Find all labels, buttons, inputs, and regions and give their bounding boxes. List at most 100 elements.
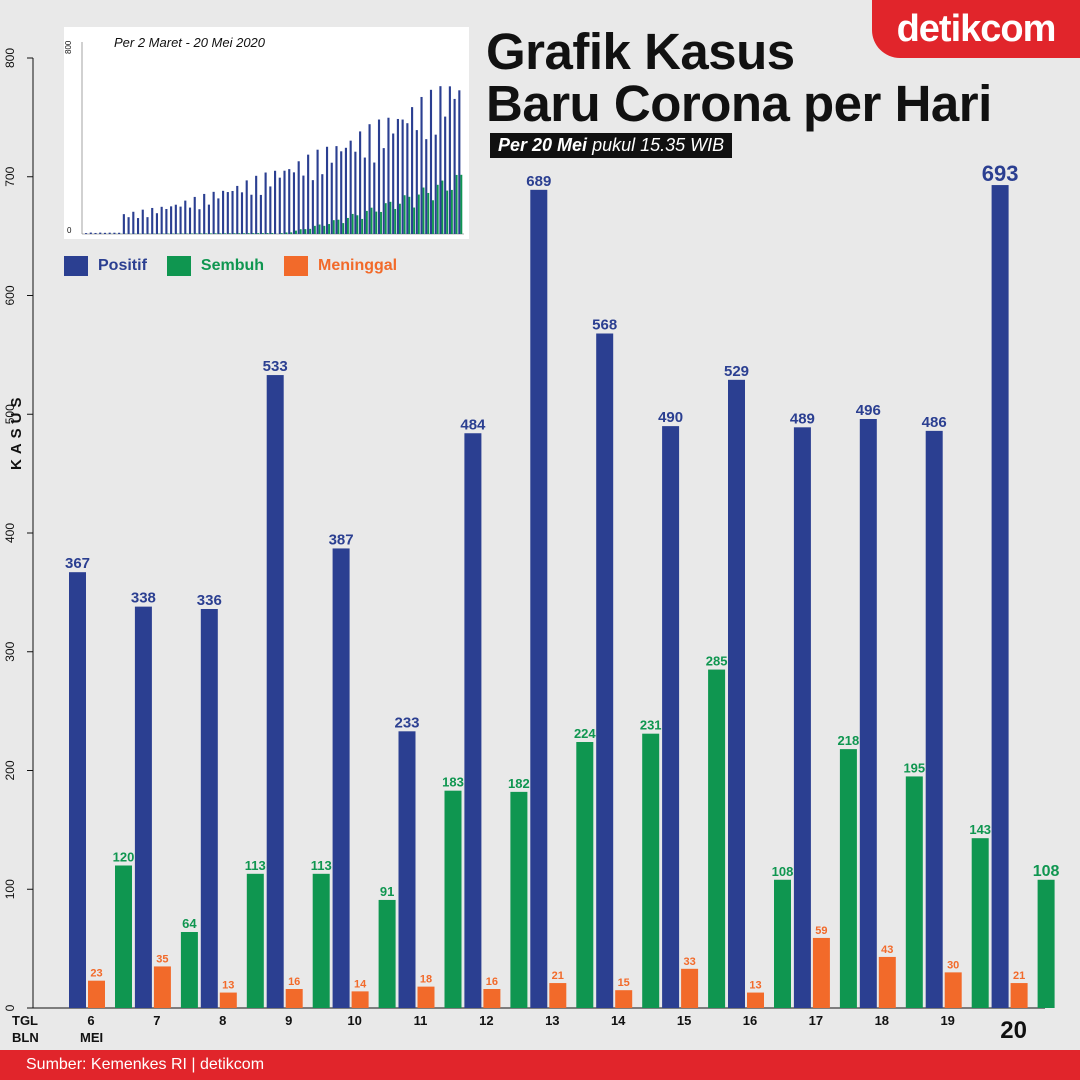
y-tick-label: 800 bbox=[3, 48, 17, 68]
inset-bar-sembuh bbox=[191, 233, 193, 234]
bar-sembuh bbox=[839, 749, 857, 1008]
bar-meninggal bbox=[219, 992, 237, 1008]
data-label-positif: 529 bbox=[724, 363, 749, 380]
x-tick-label: 20 bbox=[1000, 1017, 1027, 1044]
y-tick-label: 0 bbox=[3, 1004, 17, 1011]
inset-bar-positif bbox=[439, 86, 442, 234]
inset-bar-positif bbox=[292, 172, 296, 234]
data-label-meninggal: 16 bbox=[486, 976, 498, 988]
legend: Positif Sembuh Meninggal bbox=[64, 256, 397, 276]
inset-bar-positif bbox=[259, 194, 262, 234]
bar-sembuh bbox=[576, 742, 594, 1008]
bar-meninggal bbox=[549, 983, 567, 1008]
data-label-positif: 496 bbox=[856, 402, 881, 419]
bar-positif bbox=[793, 427, 811, 1008]
brand-logo: detikcom bbox=[872, 0, 1080, 58]
bar-positif bbox=[859, 419, 877, 1008]
inset-bar-positif bbox=[411, 107, 414, 234]
bar-sembuh bbox=[180, 932, 198, 1008]
legend-label-sembuh: Sembuh bbox=[200, 257, 265, 274]
bar-meninggal bbox=[747, 992, 764, 1008]
data-label-meninggal: 30 bbox=[947, 959, 959, 971]
inset-bar-positif bbox=[344, 147, 348, 234]
inset-caption: Per 2 Maret - 20 Mei 2020 bbox=[114, 35, 266, 50]
inset-bar-sembuh bbox=[460, 174, 463, 234]
title-line-1: Grafik Kasus bbox=[486, 23, 795, 80]
inset-bar-sembuh bbox=[351, 213, 354, 234]
inset-bar-positif bbox=[155, 213, 159, 234]
inset-bar-sembuh bbox=[318, 224, 321, 234]
data-label-sembuh: 218 bbox=[838, 733, 860, 748]
data-label-meninggal: 13 bbox=[749, 980, 761, 992]
inset-bar-sembuh bbox=[441, 180, 444, 234]
inset-bar-sembuh bbox=[361, 218, 364, 234]
legend-item-positif: Positif bbox=[64, 256, 147, 276]
inset-bar-sembuh bbox=[337, 219, 340, 234]
inset-bar-positif bbox=[377, 119, 381, 234]
inset-bar-positif bbox=[302, 175, 305, 234]
chart-subtitle: Per 20 Mei pukul 15.35 WIB bbox=[490, 133, 733, 158]
inset-bar-sembuh bbox=[200, 233, 203, 234]
data-label-meninggal: 33 bbox=[683, 956, 695, 968]
bar-positif bbox=[728, 379, 745, 1008]
inset-bar-positif bbox=[325, 146, 329, 234]
inset-bar-positif bbox=[368, 124, 371, 234]
inset-bar-sembuh bbox=[422, 187, 425, 234]
bar-sembuh bbox=[971, 838, 989, 1008]
bar-positif bbox=[464, 433, 482, 1008]
data-label-meninggal: 21 bbox=[552, 970, 564, 982]
inset-bar-sembuh bbox=[432, 200, 434, 234]
inset-bar-sembuh bbox=[408, 196, 411, 234]
inset-bar-positif bbox=[420, 96, 423, 234]
inset-bar-positif bbox=[297, 161, 300, 234]
inset-bar-sembuh bbox=[365, 210, 368, 234]
x-tick-label: 15 bbox=[677, 1013, 691, 1028]
y-tick-label: 400 bbox=[3, 523, 17, 543]
inset-bar-positif bbox=[316, 149, 319, 234]
inset-bar-sembuh bbox=[323, 225, 326, 234]
inset-bar-positif bbox=[274, 170, 277, 234]
bar-sembuh bbox=[115, 865, 132, 1008]
inset-bar-sembuh bbox=[261, 233, 264, 234]
x-tick-label: 19 bbox=[940, 1013, 954, 1028]
legend-swatch-meninggal bbox=[284, 256, 309, 276]
inset-bar-positif bbox=[425, 139, 428, 234]
inset-bar-positif bbox=[198, 209, 201, 234]
bar-meninggal bbox=[351, 991, 369, 1008]
data-label-positif: 484 bbox=[460, 416, 486, 433]
inset-bar-positif bbox=[373, 162, 376, 234]
inset-bar-positif bbox=[444, 116, 447, 234]
inset-bar-sembuh bbox=[332, 220, 335, 234]
inset-bar-positif bbox=[453, 98, 456, 235]
inset-bar-positif bbox=[118, 232, 121, 234]
data-label-meninggal: 43 bbox=[881, 944, 893, 956]
data-label-positif: 689 bbox=[526, 173, 551, 190]
inset-bar-sembuh bbox=[455, 174, 458, 234]
inset-bar-positif bbox=[415, 130, 418, 234]
inset-bar-positif bbox=[264, 172, 267, 234]
inset-bar-sembuh bbox=[436, 184, 439, 234]
data-label-positif: 336 bbox=[197, 592, 222, 609]
bar-meninggal bbox=[944, 972, 962, 1008]
x-tick-label: 17 bbox=[809, 1013, 823, 1028]
inset-bar-sembuh bbox=[328, 224, 330, 234]
data-label-meninggal: 23 bbox=[90, 968, 102, 980]
inset-bar-positif bbox=[132, 211, 135, 234]
bar-positif bbox=[596, 333, 614, 1008]
inset-bar-sembuh bbox=[417, 194, 420, 234]
inset-bar-sembuh bbox=[356, 215, 359, 234]
inset-bar-sembuh bbox=[214, 233, 217, 234]
data-label-positif: 387 bbox=[329, 531, 354, 548]
inset-bar-positif bbox=[458, 90, 461, 234]
legend-item-meninggal: Meninggal bbox=[284, 256, 397, 276]
inset-bar-positif bbox=[349, 140, 352, 234]
y-tick-label: 500 bbox=[3, 404, 17, 424]
inset-bar-positif bbox=[396, 118, 399, 234]
inset-bar-sembuh bbox=[309, 228, 312, 234]
data-label-sembuh: 143 bbox=[969, 822, 991, 837]
data-label-sembuh: 195 bbox=[903, 760, 925, 775]
inset-bar-sembuh bbox=[375, 211, 378, 234]
bar-sembuh bbox=[378, 899, 396, 1008]
inset-bar-positif bbox=[382, 148, 385, 234]
data-label-positif: 490 bbox=[658, 409, 683, 426]
